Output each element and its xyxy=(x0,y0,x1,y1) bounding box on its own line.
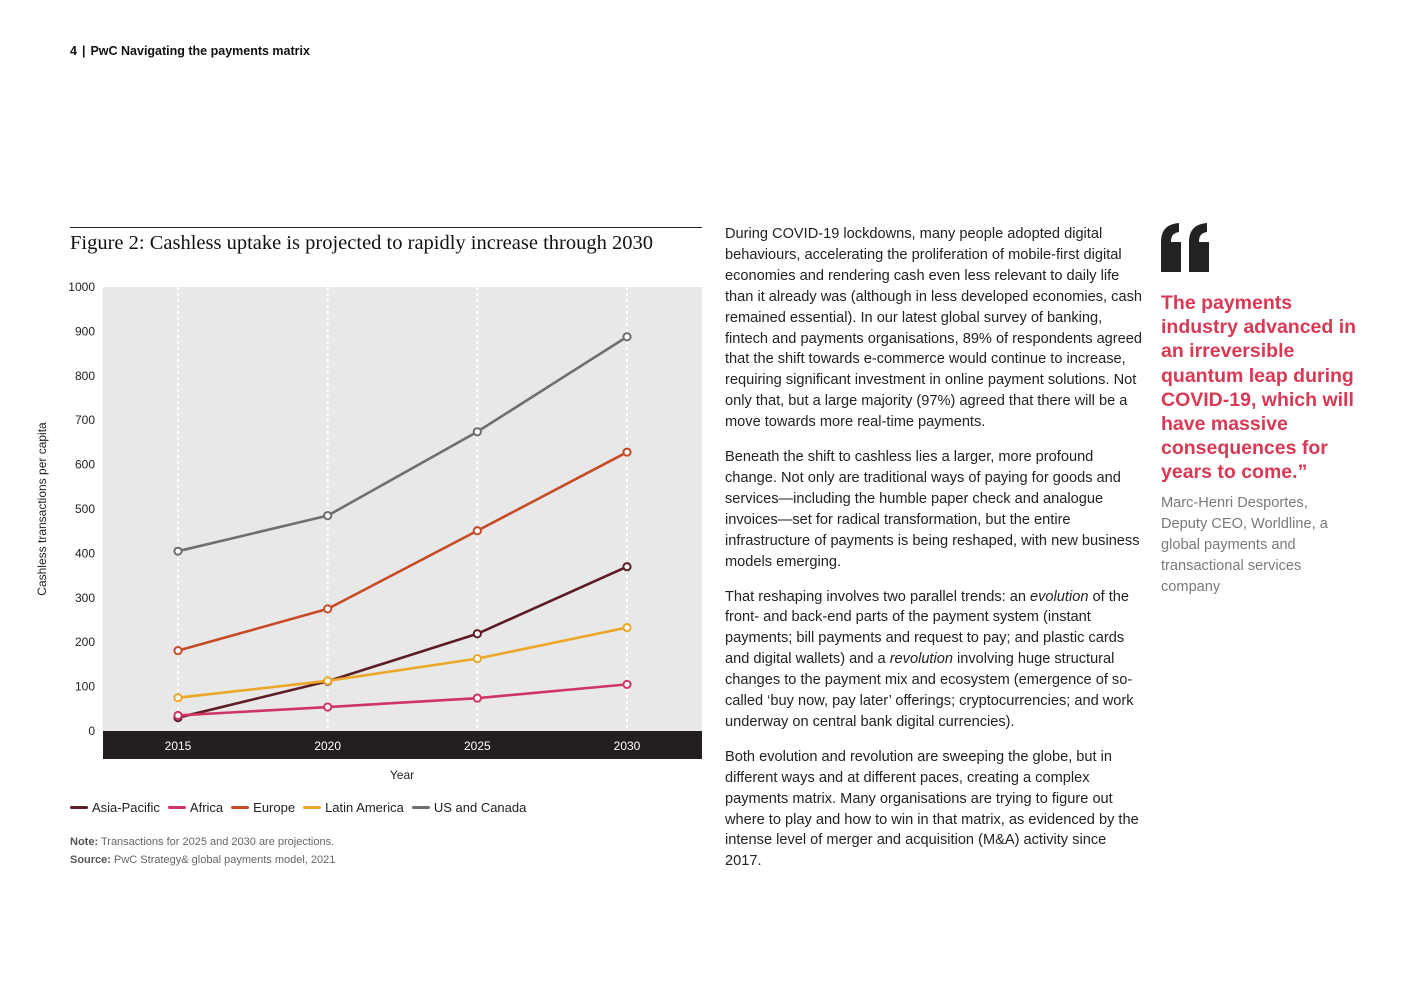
legend-item-latin-america: Latin America xyxy=(303,800,404,815)
paragraph-3-emphasis-revolution: revolution xyxy=(889,651,953,668)
legend-label-asia-pacific: Asia-Pacific xyxy=(92,800,160,815)
source-text: PwC Strategy& global payments model, 202… xyxy=(114,854,336,866)
x-axis-band xyxy=(103,731,702,759)
figure-title: Figure 2: Cashless uptake is projected t… xyxy=(70,232,653,254)
paragraph-1: During COVID-19 lockdowns, many people a… xyxy=(725,226,1143,431)
note-text: Transactions for 2025 and 2030 are proje… xyxy=(100,836,335,848)
legend-item-us-and-canada: US and Canada xyxy=(411,800,527,815)
legend-swatch-europe xyxy=(231,806,250,809)
quotation-mark-icon xyxy=(1161,223,1209,272)
data-point-latin-america-2025 xyxy=(472,654,482,664)
legend-item-africa: Africa xyxy=(167,800,224,815)
data-point-us-and-canada-2025 xyxy=(472,427,482,437)
series-line-us-and-canada xyxy=(177,335,628,553)
legend-item-asia-pacific: Asia-Pacific xyxy=(70,800,160,815)
data-point-latin-america-2020 xyxy=(323,676,333,686)
page-header: 4 | PwC Navigating the payments matrix xyxy=(70,44,310,58)
y-tick-label-400: 400 xyxy=(75,546,95,560)
series-line-europe xyxy=(177,451,628,652)
x-axis-label: Year xyxy=(390,768,414,782)
paragraph-3-emphasis-evolution: evolution xyxy=(1030,588,1089,605)
cashless-line-chart: 2015 2020 2025 2030 0 100 200 300 400 500 600 700 80… xyxy=(35,280,702,782)
data-point-us-and-canada-2020 xyxy=(323,511,333,521)
legend-item-europe: Europe xyxy=(231,800,295,815)
data-point-latin-america-2015 xyxy=(173,693,183,703)
document-title: PwC Navigating the payments matrix xyxy=(90,44,310,58)
y-tick-label-100: 100 xyxy=(75,680,95,694)
y-tick-label-1000: 1000 xyxy=(68,280,95,294)
header-separator: | xyxy=(81,44,86,58)
body-text: During COVID-19 lockdowns, many people a… xyxy=(725,224,1145,886)
x-tick-label-2025: 2025 xyxy=(464,739,491,753)
figure-rule xyxy=(70,227,702,228)
data-point-us-and-canada-2030 xyxy=(622,332,632,342)
series-line-asia-pacific xyxy=(177,565,628,719)
note-label: Note: xyxy=(70,836,99,848)
data-point-asia-pacific-2025 xyxy=(472,629,482,639)
series-line-latin-america xyxy=(177,626,628,699)
paragraph-3-part-b: of the front- and back-end parts of the … xyxy=(725,588,1130,668)
source-label: Source: xyxy=(70,854,111,866)
legend-swatch-latin-america xyxy=(303,806,322,809)
quote-attribution: Marc-Henri Desportes, Deputy CEO, Worldl… xyxy=(1161,495,1328,595)
y-tick-label-600: 600 xyxy=(75,458,95,472)
data-point-latin-america-2030 xyxy=(622,622,632,633)
paragraph-3-part-a: That reshaping involves two parallel tre… xyxy=(725,588,1031,605)
paragraph-3: That reshaping involves two parallel tre… xyxy=(725,587,1145,733)
y-tick-label-800: 800 xyxy=(75,369,95,383)
x-tick-label-2015: 2015 xyxy=(165,739,192,753)
chart-legend: Asia-Pacific Africa Europe Latin America US … xyxy=(70,800,526,815)
legend-label-africa: Africa xyxy=(189,800,224,815)
x-tick-label-2020: 2020 xyxy=(314,739,341,753)
y-tick-label-500: 500 xyxy=(75,502,95,516)
paragraph-3-part-c: involving huge structural changes to the… xyxy=(725,651,1134,730)
figure-notes: Note: Transactions for 2025 and 2030 are… xyxy=(70,833,335,869)
data-point-europe-2025 xyxy=(472,526,482,536)
legend-swatch-asia-pacific xyxy=(70,806,88,809)
paragraph-4: Both evolution and revolution are sweepi… xyxy=(725,748,1139,870)
legend-label-latin-america: Latin America xyxy=(325,800,404,815)
figure-note: Note: Transactions for 2025 and 2030 are… xyxy=(70,833,335,851)
y-tick-label-300: 300 xyxy=(75,591,95,605)
data-point-africa-2015 xyxy=(173,710,183,721)
legend-label-us-and-canada: US and Canada xyxy=(433,800,527,815)
data-point-africa-2020 xyxy=(323,702,333,712)
data-point-africa-2025 xyxy=(472,693,482,703)
figure-source: Source: PwC Strategy& global payments mo… xyxy=(70,851,335,869)
series-line-africa xyxy=(177,683,628,717)
legend-label-europe: Europe xyxy=(253,800,296,815)
y-tick-label-700: 700 xyxy=(75,413,95,427)
plot-area xyxy=(103,287,702,731)
x-tick-label-2030: 2030 xyxy=(614,739,641,753)
y-tick-label-200: 200 xyxy=(75,635,95,649)
data-point-us-and-canada-2015 xyxy=(173,546,183,556)
page-number: 4 xyxy=(70,44,77,58)
pull-quote: The payments industry advanced in an irr… xyxy=(1161,292,1357,484)
y-axis-label: Cashless transactions per capita xyxy=(35,422,49,596)
data-point-europe-2030 xyxy=(622,447,632,457)
legend-swatch-us-and-canada xyxy=(411,806,430,809)
data-point-asia-pacific-2030 xyxy=(622,562,632,572)
legend-swatch-africa xyxy=(167,806,186,809)
y-tick-label-0: 0 xyxy=(88,724,95,738)
data-point-europe-2020 xyxy=(323,604,333,614)
paragraph-2: Beneath the shift to cashless lies a lar… xyxy=(725,449,1140,570)
data-point-africa-2030 xyxy=(622,679,632,689)
data-point-europe-2015 xyxy=(173,646,183,656)
y-tick-label-900: 900 xyxy=(75,324,95,338)
